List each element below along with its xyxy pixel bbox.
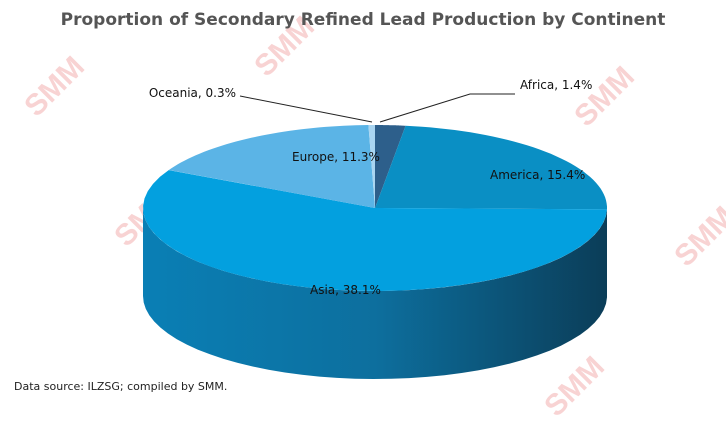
leader-line xyxy=(239,95,373,123)
leader-line xyxy=(379,93,515,123)
data-label-oceania: Oceania, 0.3% xyxy=(149,86,236,100)
pie-slice-africa[interactable] xyxy=(375,125,406,208)
pie-side-asia xyxy=(143,208,607,379)
pie-slice-america[interactable] xyxy=(375,125,607,210)
data-label-america: America, 15.4% xyxy=(490,168,585,182)
chart-title: Proportion of Secondary Refined Lead Pro… xyxy=(60,10,666,30)
data-source-note: Data source: ILZSG; compiled by SMM. xyxy=(14,380,228,393)
data-label-africa: Africa, 1.4% xyxy=(520,78,592,92)
pie-slice-europe[interactable] xyxy=(168,125,375,208)
data-label-asia: Asia, 38.1% xyxy=(310,283,381,297)
pie-slice-oceania[interactable] xyxy=(368,125,375,208)
pie-slice-asia[interactable] xyxy=(143,170,607,291)
data-label-europe: Europe, 11.3% xyxy=(292,150,380,164)
